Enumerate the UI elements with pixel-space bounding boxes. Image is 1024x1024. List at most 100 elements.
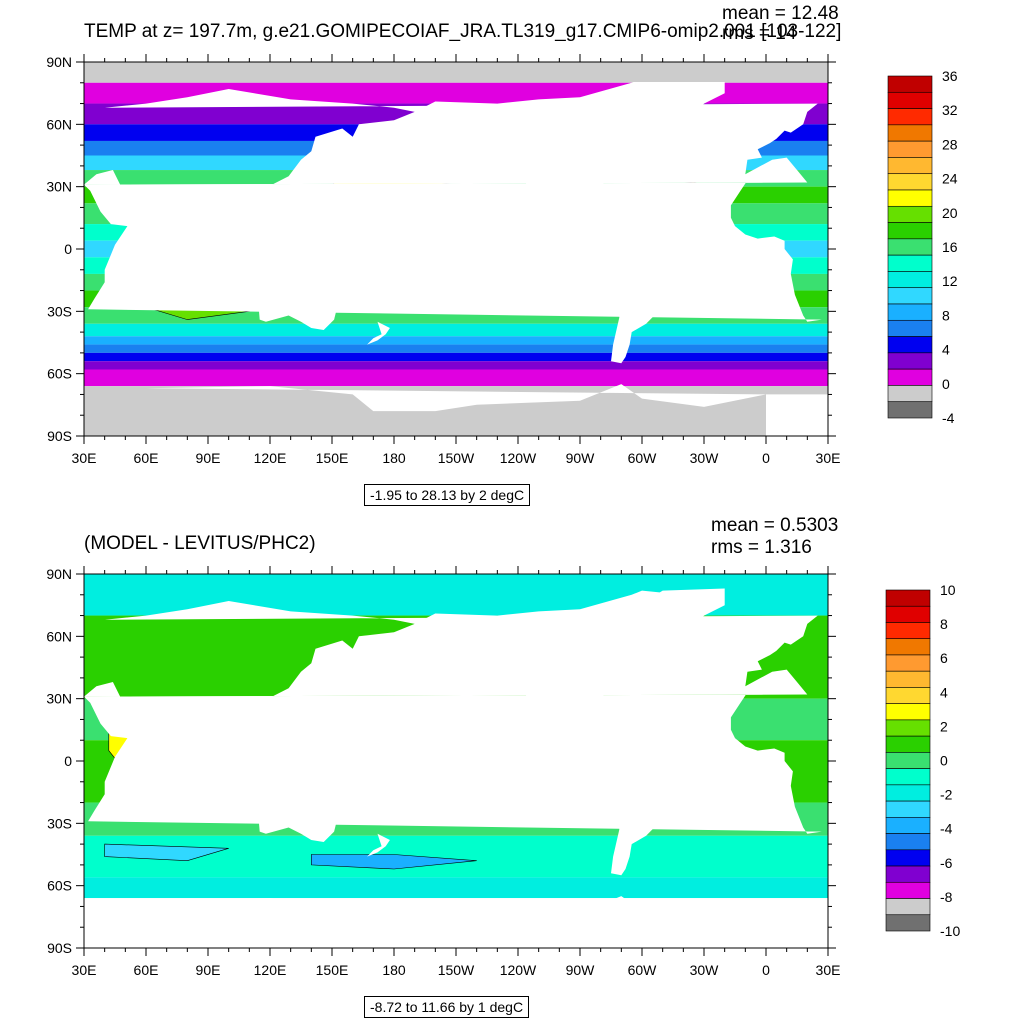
anomaly-contour: [310, 854, 477, 870]
temp-band: [84, 369, 828, 387]
top-panel-title: TEMP at z= 197.7m, g.e21.GOMIPECOIAF_JRA…: [84, 21, 842, 42]
colorbar-label: -6: [940, 855, 953, 871]
top-range-label: -1.95 to 28.13 by 2 degC: [364, 484, 531, 506]
lon-label: 150E: [316, 962, 349, 978]
temp-band: [84, 336, 828, 345]
land-mask: [716, 111, 740, 119]
top-map-plot: [84, 62, 828, 436]
lon-label: 30E: [816, 962, 841, 978]
land-mask: [292, 251, 332, 270]
top-panel-mean: mean = 12.48: [722, 3, 839, 24]
top-colorbar: 36 32 28 24 20 16 12 8 4 0 -4: [887, 68, 958, 426]
lon-label: 150E: [316, 450, 349, 466]
lon-label: 180: [382, 450, 406, 466]
land-mask: [247, 746, 268, 770]
colorbar-swatch: [885, 784, 931, 802]
lon-label: 120E: [254, 450, 287, 466]
land-mask: [753, 638, 771, 658]
colorbar-swatch: [885, 687, 931, 704]
land-mask: [753, 126, 771, 146]
colorbar-swatch: [887, 173, 933, 191]
colorbar-swatch: [887, 140, 933, 158]
lon-label: 90E: [196, 450, 221, 466]
colorbar-swatch: [887, 157, 933, 175]
colorbar-label: 32: [942, 102, 958, 118]
lon-label: 60W: [628, 962, 658, 978]
lat-label: 90S: [47, 428, 72, 444]
colorbar-swatch: [887, 319, 933, 337]
field-layer: [84, 62, 828, 436]
bottom-panel-mean: mean = 0.5303: [711, 515, 839, 536]
lon-label: 120E: [254, 962, 287, 978]
lon-label: 120W: [500, 962, 537, 978]
land-mask: [270, 211, 283, 237]
colorbar-swatch: [885, 605, 931, 623]
land-mask: [96, 188, 144, 222]
land-mask: [414, 78, 704, 235]
land-mask: [270, 723, 283, 749]
land-mask: [290, 161, 316, 185]
lon-label: 150W: [438, 962, 475, 978]
lon-label: 180: [382, 962, 406, 978]
colorbar-label: 4: [940, 684, 948, 700]
colorbar-swatch: [887, 401, 933, 419]
colorbar-label: 2: [940, 718, 948, 734]
colorbar-label: 6: [940, 650, 948, 666]
anomaly-contour: [104, 843, 229, 862]
colorbar-label: 16: [942, 239, 958, 255]
land-mask: [598, 224, 694, 364]
lat-label: 30N: [46, 179, 72, 195]
lat-label: 60N: [46, 628, 72, 644]
colorbar-label: 36: [942, 68, 958, 84]
lat-label: 90N: [46, 54, 72, 70]
lon-label: 60E: [134, 962, 159, 978]
colorbar-label: 0: [940, 753, 948, 769]
lon-label: 30W: [690, 450, 720, 466]
top-panel-rms: rms = 14: [722, 23, 797, 44]
colorbar-swatch: [885, 638, 931, 656]
lon-label: 30E: [72, 962, 97, 978]
land-mask: [112, 273, 126, 301]
colorbar-label: -4: [940, 821, 953, 837]
colorbar-swatch: [885, 589, 931, 607]
colorbar-swatch: [887, 205, 933, 223]
lon-label: 150W: [438, 450, 475, 466]
temp-band: [84, 323, 828, 337]
colorbar-swatch: [887, 287, 933, 305]
land-mask: [146, 896, 828, 948]
lon-label: 30E: [72, 450, 97, 466]
land-mask: [414, 590, 704, 747]
colorbar-label: 8: [942, 307, 950, 323]
colorbar-swatch: [887, 108, 933, 126]
colorbar-swatch: [887, 385, 933, 403]
colorbar-label: 20: [942, 205, 958, 221]
temp-band: [84, 352, 828, 362]
colorbar-label: 12: [942, 273, 958, 289]
bottom-panel: (MODEL - LEVITUS/PHC2) mean = 0.5303 rms…: [0, 512, 1024, 1024]
colorbar-swatch: [887, 238, 933, 256]
sea-ice: [84, 70, 828, 82]
bottom-colorbar: 10 8 6 4 2 0 -2 -4 -6 -8 -10: [885, 582, 960, 939]
colorbar-swatch: [887, 222, 933, 240]
land-mask: [642, 588, 725, 637]
colorbar-swatch: [887, 189, 933, 207]
colorbar-label: 0: [942, 376, 950, 392]
colorbar-label: 4: [942, 342, 950, 358]
anomaly-band: [84, 835, 828, 878]
land-mask: [257, 271, 339, 330]
lat-label: 0: [64, 241, 72, 257]
colorbar-swatch: [887, 124, 933, 142]
field-layer: [84, 574, 828, 948]
bottom-panel-rms: rms = 1.316: [711, 537, 812, 558]
bottom-panel-title: (MODEL - LEVITUS/PHC2): [84, 533, 316, 554]
colorbar-swatch: [885, 865, 931, 883]
colorbar-swatch: [885, 735, 931, 753]
lon-label: 90W: [566, 962, 596, 978]
colorbar-swatch: [885, 670, 931, 688]
colorbar-swatch: [887, 271, 933, 289]
lon-label: 0: [762, 450, 770, 466]
